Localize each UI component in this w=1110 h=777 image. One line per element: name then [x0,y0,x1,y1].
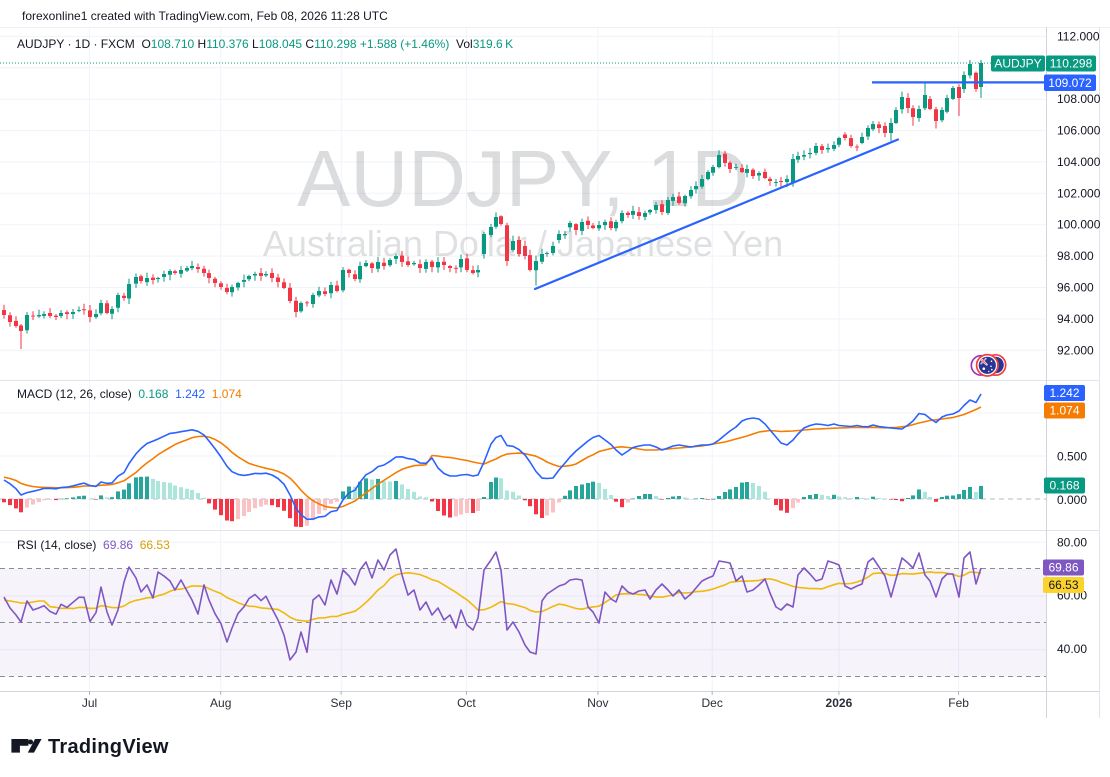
svg-text:Aug: Aug [210,696,231,710]
svg-text:1.074: 1.074 [1049,404,1079,418]
svg-text:RSI (14, close) 69.86 66.53: RSI (14, close) 69.86 66.53 [17,538,170,552]
svg-text:0.500: 0.500 [1057,450,1087,464]
svg-text:106.000: 106.000 [1057,124,1101,138]
svg-text:AUDJPY, 1D: AUDJPY, 1D [297,134,749,223]
svg-text:forexonline1 created with Trad: forexonline1 created with TradingView.co… [22,9,388,23]
svg-text:2026: 2026 [826,696,853,710]
svg-text:0.000: 0.000 [1057,493,1087,507]
svg-text:MACD (12, 26, close) 0.168 1: MACD (12, 26, close) 0.168 1.242 1.074 [17,387,242,401]
svg-text:AUDJPY: AUDJPY [994,57,1041,71]
svg-text:102.000: 102.000 [1057,186,1101,200]
svg-text:94.000: 94.000 [1057,312,1094,326]
svg-text:100.000: 100.000 [1057,218,1101,232]
svg-text:TradingView: TradingView [48,736,169,758]
svg-text:110.298: 110.298 [1050,57,1093,71]
svg-text:98.000: 98.000 [1057,249,1094,263]
svg-text:Australian Dollar / Japanese Y: Australian Dollar / Japanese Yen [263,223,783,264]
svg-text:Sep: Sep [331,696,353,710]
svg-text:104.000: 104.000 [1057,155,1101,169]
svg-text:92.000: 92.000 [1057,343,1094,357]
svg-text:Oct: Oct [457,696,476,710]
svg-text:1.242: 1.242 [1049,386,1079,400]
svg-text:80.00: 80.00 [1057,535,1087,549]
svg-text:Jul: Jul [82,696,97,710]
svg-text:Nov: Nov [587,696,608,710]
svg-text:Feb: Feb [948,696,969,710]
svg-text:0.168: 0.168 [1049,479,1079,493]
svg-text:Dec: Dec [702,696,723,710]
svg-text:40.00: 40.00 [1057,642,1087,656]
svg-text:AUDJPY · 1D · FXCM O108.710 H: AUDJPY · 1D · FXCM O108.710 H110.376 L10… [17,37,513,51]
svg-text:96.000: 96.000 [1057,281,1094,295]
svg-text:109.072: 109.072 [1048,76,1092,90]
svg-text:108.000: 108.000 [1057,92,1101,106]
svg-text:112.000: 112.000 [1057,29,1100,43]
svg-text:66.53: 66.53 [1048,578,1078,592]
svg-text:69.86: 69.86 [1048,561,1078,575]
